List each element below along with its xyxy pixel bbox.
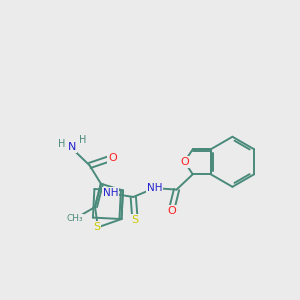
Text: NH: NH bbox=[147, 183, 162, 193]
Text: H: H bbox=[58, 139, 66, 149]
Text: O: O bbox=[180, 157, 189, 167]
Text: S: S bbox=[93, 222, 100, 232]
Text: N: N bbox=[68, 142, 76, 152]
Text: O: O bbox=[168, 206, 176, 216]
Text: O: O bbox=[108, 153, 117, 164]
Text: H: H bbox=[79, 135, 86, 146]
Text: NH: NH bbox=[103, 188, 118, 198]
Text: S: S bbox=[131, 214, 138, 225]
Text: CH₃: CH₃ bbox=[66, 214, 83, 223]
